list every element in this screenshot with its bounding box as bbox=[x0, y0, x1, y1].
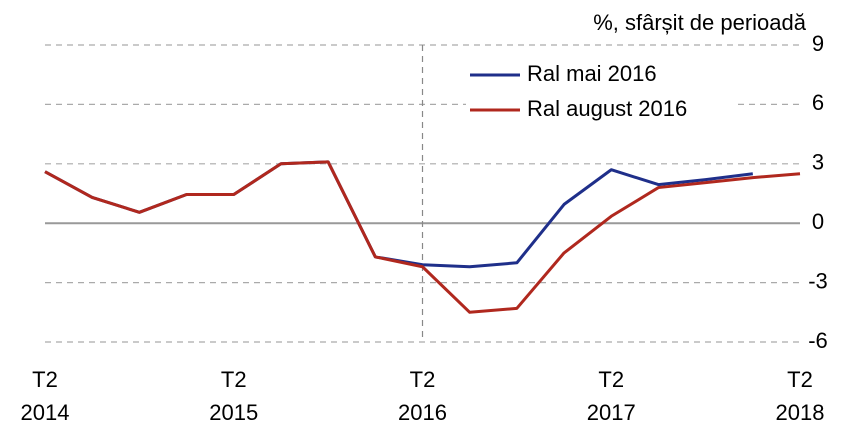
series-line bbox=[44, 160, 754, 269]
x-tick-label: T2 2017 bbox=[586, 367, 636, 425]
y-tick-label: 3 bbox=[812, 150, 824, 175]
legend-label: Ral mai 2016 bbox=[527, 61, 657, 86]
series-line bbox=[44, 160, 801, 314]
legend-label: Ral august 2016 bbox=[527, 96, 687, 121]
y-tick-label: -3 bbox=[808, 268, 828, 293]
x-tick-label: T2 2015 bbox=[209, 367, 259, 425]
y-tick-label: -6 bbox=[808, 328, 828, 353]
x-tick-label: T2 2016 bbox=[398, 367, 447, 425]
y-tick-label: 0 bbox=[812, 209, 824, 234]
x-tick-label: T2 2018 bbox=[775, 367, 825, 425]
y-axis-label: %, sfârșit de perioadă bbox=[593, 10, 807, 35]
y-tick-label: 6 bbox=[812, 90, 824, 115]
x-tick-label: T2 2014 bbox=[20, 367, 70, 425]
y-tick-label: 9 bbox=[812, 31, 824, 56]
